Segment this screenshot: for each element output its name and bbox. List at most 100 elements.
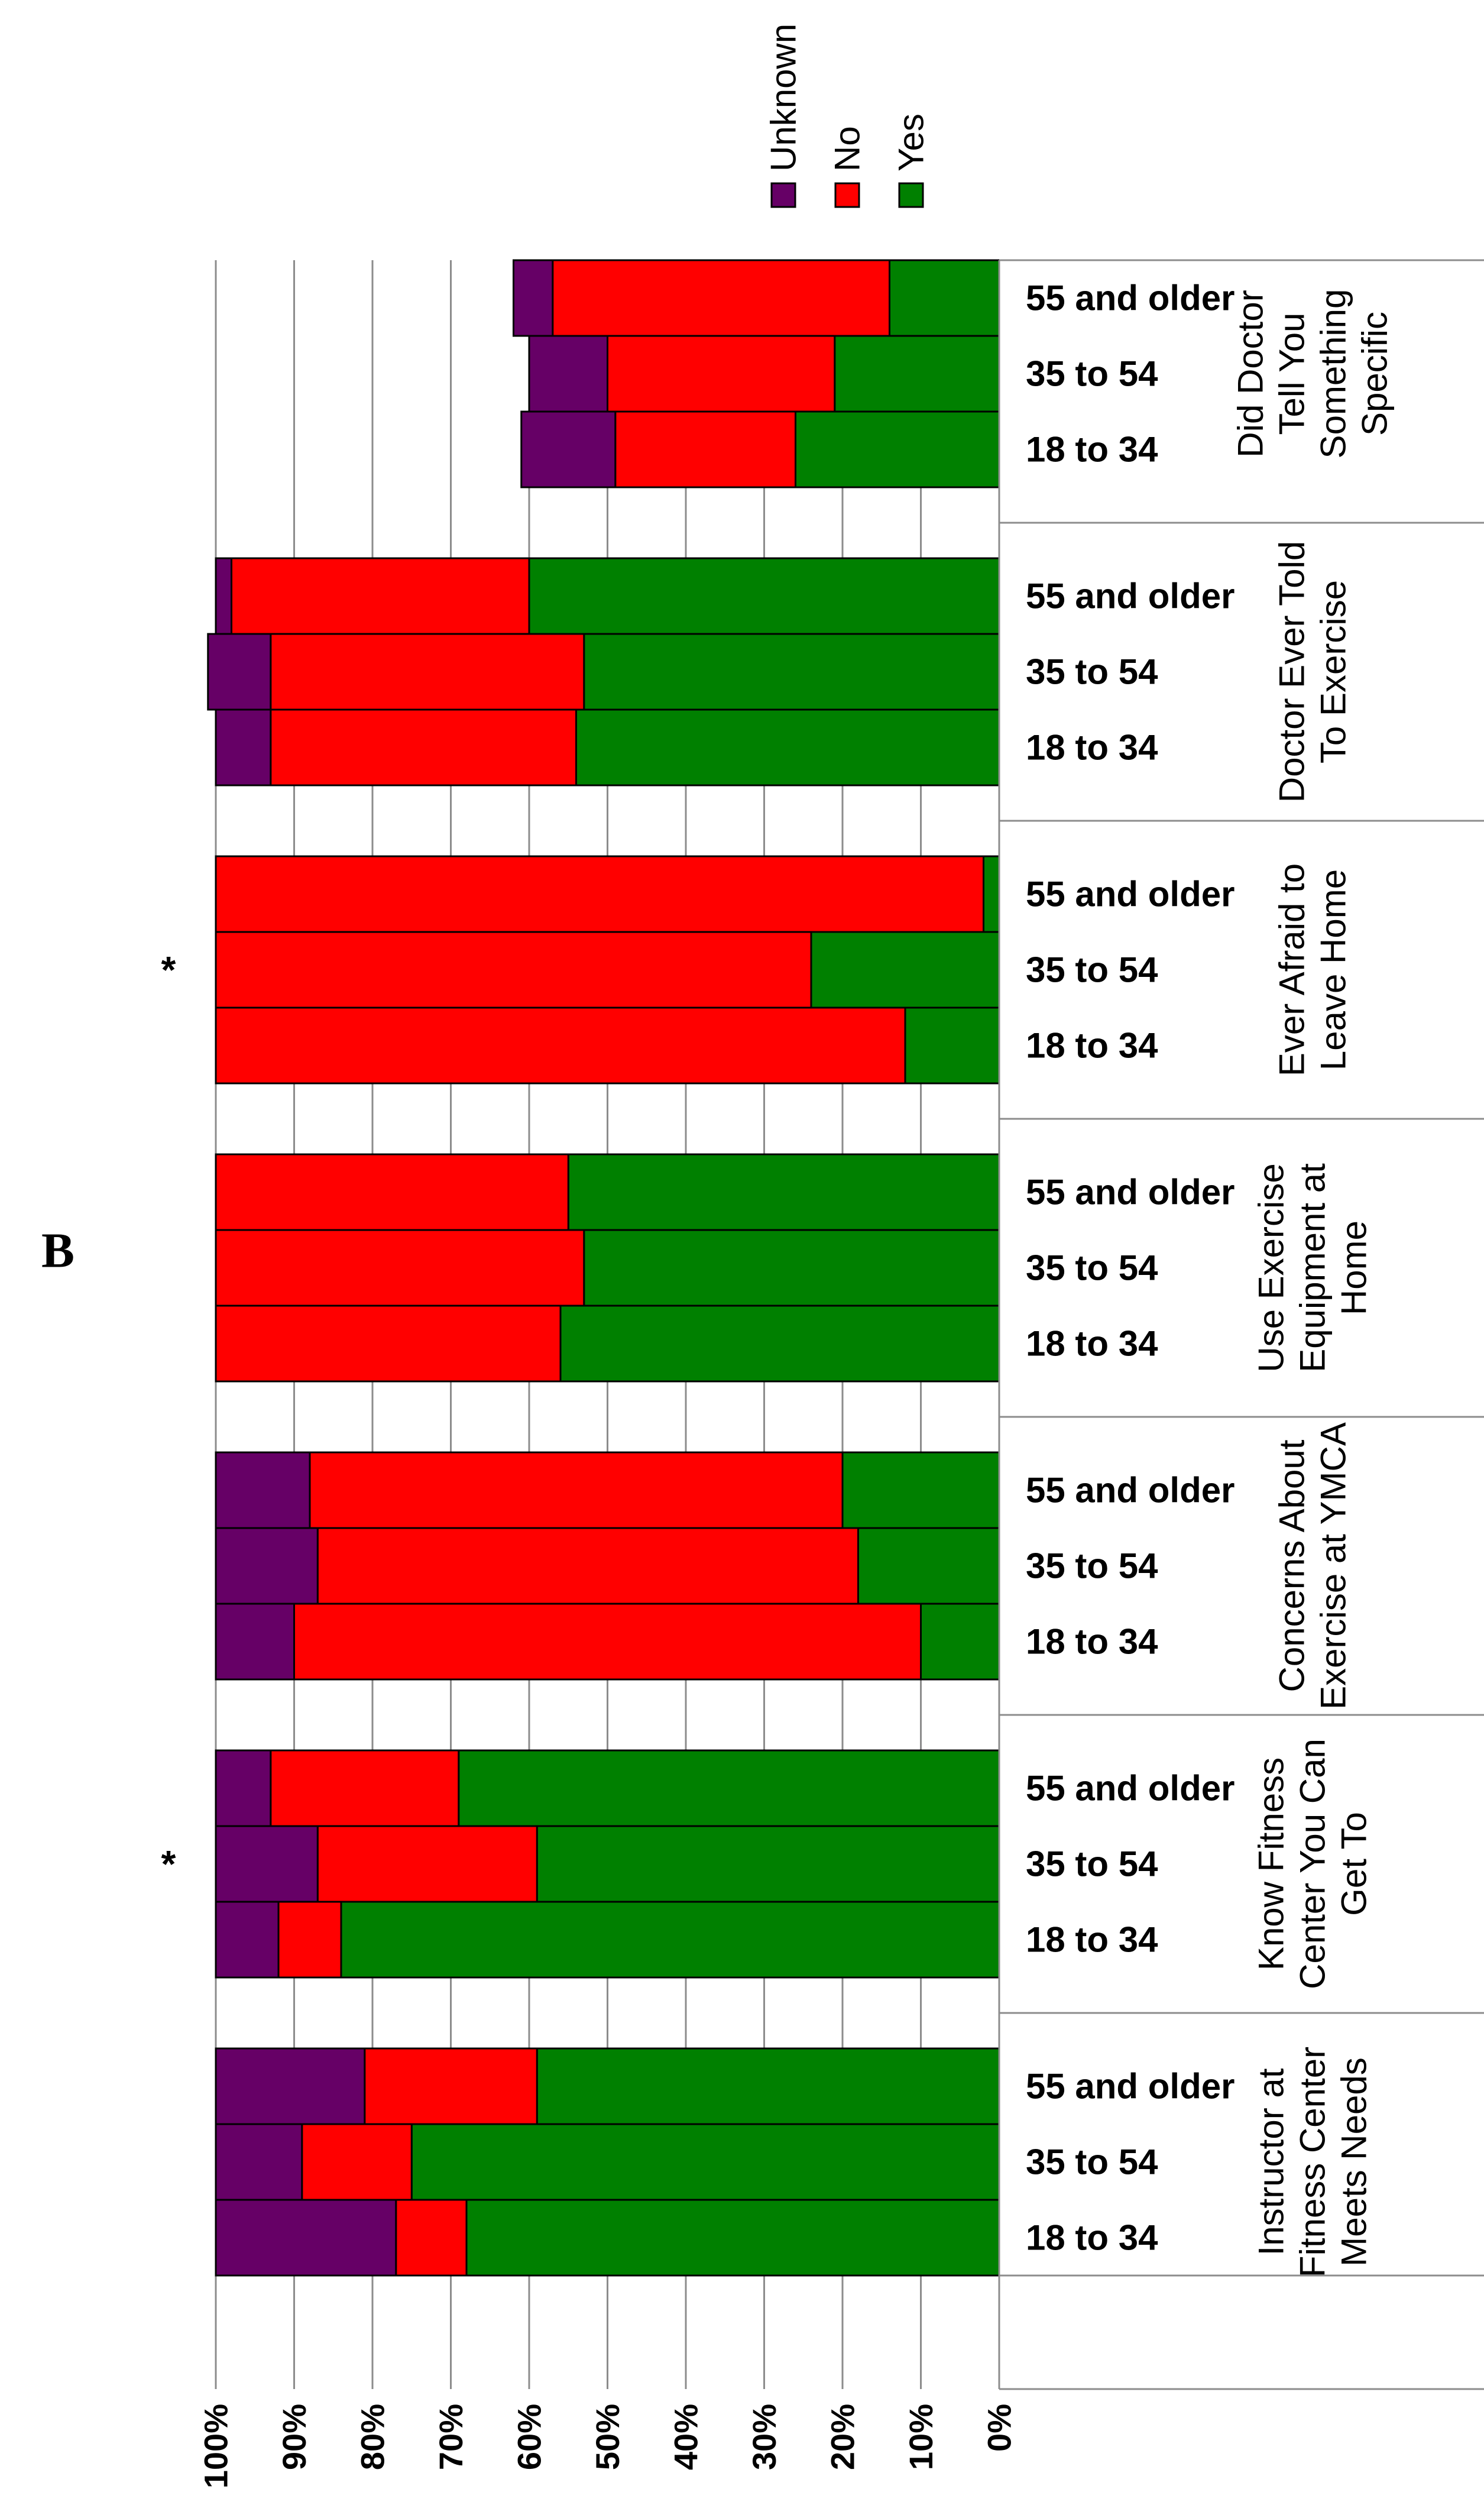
- category-label: 35 to 54: [1026, 1546, 1158, 1586]
- bar-segment-yes: [465, 2199, 1000, 2277]
- group-label-line: Specific: [1355, 312, 1395, 436]
- legend-label: Unknown: [764, 24, 803, 171]
- legend-swatch-no: [834, 182, 860, 208]
- category-label: 35 to 54: [1026, 1248, 1158, 1288]
- bar-segment-yes: [559, 1305, 1000, 1383]
- bar-segment-no: [316, 1527, 859, 1605]
- plot-frame: [998, 259, 1484, 2390]
- bar-segment-yes: [904, 1006, 1000, 1085]
- category-label: 55 and older: [1026, 1173, 1234, 1212]
- labels: 0% 10% 20% 30% 40% 50% 60% 70% 80% 90% 100% 55 and …: [41, 279, 1395, 2489]
- bar-segment-yes: [583, 1229, 1000, 1307]
- category-label: 18 to 34: [1026, 1920, 1158, 1960]
- group-label-line: Use Exercise: [1252, 1163, 1291, 1372]
- bar-segment-unknown: [215, 1749, 272, 1827]
- bar-segment-yes: [810, 931, 1000, 1009]
- tick-label: 70%: [432, 2404, 469, 2470]
- tick-label: 10%: [902, 2404, 939, 2470]
- category-label: 18 to 34: [1026, 1026, 1158, 1066]
- bar-segment-no: [215, 1006, 906, 1085]
- group-label: Use ExerciseEquipment atHome: [1252, 1163, 1374, 1373]
- bar-segment-no: [395, 2199, 468, 2277]
- tick-label: 20%: [824, 2404, 861, 2470]
- category-label: 18 to 34: [1026, 2218, 1158, 2258]
- bar-segment-unknown: [215, 1825, 319, 1903]
- legend-label: No: [828, 126, 867, 171]
- bar-segment-yes: [575, 708, 1000, 786]
- category-label: 35 to 54: [1026, 354, 1158, 394]
- bar-segment-no: [552, 259, 890, 337]
- panel-label: B: [41, 1224, 74, 1278]
- category-label: 18 to 34: [1026, 1324, 1158, 1364]
- legend-swatch-unknown: [770, 182, 796, 208]
- bar-segment-no: [270, 1749, 460, 1827]
- group-label-line: Exercise at YMCA: [1314, 1422, 1353, 1710]
- bar-segment-unknown: [528, 335, 608, 413]
- category-label: 35 to 54: [1026, 950, 1158, 990]
- group-label: Ever Afraid toLeave Home: [1272, 863, 1353, 1076]
- bar-segment-unknown: [215, 1451, 311, 1529]
- significance-marker: *: [161, 949, 176, 991]
- tick-label: 50%: [589, 2404, 626, 2470]
- bar-segment-no: [215, 1229, 585, 1307]
- bar-segment-yes: [857, 1527, 1000, 1605]
- tick-label: 30%: [746, 2404, 783, 2470]
- bar-segment-unknown: [215, 2123, 303, 2201]
- tick-label: 90%: [276, 2404, 313, 2470]
- bar-segment-no: [231, 557, 530, 635]
- tick-label: 80%: [354, 2404, 391, 2470]
- group-label-line: Get To: [1334, 1812, 1374, 1916]
- legend: Unknown No Yes: [764, 24, 931, 208]
- bar-segment-yes: [410, 2123, 1000, 2201]
- bar-segment-yes: [834, 335, 1000, 413]
- bar-segment-no: [301, 2123, 413, 2201]
- category-label: 18 to 34: [1026, 1622, 1158, 1662]
- category-label: 55 and older: [1026, 1471, 1234, 1510]
- bar-segment-unknown: [215, 1527, 319, 1605]
- bar-segment-unknown: [215, 1603, 295, 1681]
- group-label-line: Doctor Ever Told: [1272, 541, 1312, 802]
- bar-segment-yes: [528, 557, 1000, 635]
- category-label: 18 to 34: [1026, 728, 1158, 768]
- bar-segment-no: [309, 1451, 844, 1529]
- bar-segment-no: [215, 1153, 569, 1231]
- bar-segment-unknown: [207, 633, 272, 711]
- category-label: 18 to 34: [1026, 430, 1158, 470]
- group-label-line: Concerns About: [1272, 1439, 1312, 1692]
- legend-label: Yes: [892, 114, 931, 171]
- bar-segment-no: [607, 335, 836, 413]
- bar-segment-no: [215, 931, 812, 1009]
- bar-segment-yes: [841, 1451, 1000, 1529]
- group-label-line: Fitness Center: [1293, 2047, 1333, 2277]
- tick-label: 100%: [197, 2404, 235, 2488]
- group-label: Know FitnessCenter You CanGet To: [1252, 1739, 1374, 1989]
- bar-segment-yes: [889, 259, 1000, 337]
- bar-segment-yes: [340, 1901, 1000, 1979]
- tick-label: 60%: [511, 2404, 548, 2470]
- bar-segment-yes: [583, 633, 1000, 711]
- category-label: 55 and older: [1026, 577, 1234, 616]
- bar-segment-yes: [567, 1153, 1000, 1231]
- bar-segment-unknown: [520, 410, 617, 488]
- group-label: Instructor atFitness CenterMeets Needs: [1252, 2047, 1374, 2277]
- bar-segment-no: [316, 1825, 538, 1903]
- group-label-line: Ever Afraid to: [1272, 863, 1312, 1076]
- bars: [207, 259, 1000, 2277]
- bar-segment-yes: [458, 1749, 1000, 1827]
- group-label-line: Tell You: [1272, 313, 1312, 435]
- group-label: Did DoctorTell YouSomethingSpecific: [1231, 289, 1395, 459]
- bar-segment-yes: [795, 410, 1000, 488]
- group-label-line: Leave Home: [1314, 869, 1353, 1070]
- category-label: 35 to 54: [1026, 1844, 1158, 1884]
- group-label: Doctor Ever ToldTo Exercise: [1272, 541, 1353, 802]
- bar-segment-no: [215, 855, 984, 933]
- bar-segment-no: [270, 708, 577, 786]
- bar-segment-no: [270, 633, 585, 711]
- bar-segment-unknown: [215, 2047, 366, 2125]
- group-label-line: Meets Needs: [1334, 2057, 1374, 2267]
- bar-segment-yes: [536, 2047, 1000, 2125]
- category-label: 55 and older: [1026, 875, 1234, 914]
- group-label: Concerns AboutExercise at YMCA: [1272, 1422, 1353, 1710]
- group-label-line: Did Doctor: [1231, 290, 1271, 457]
